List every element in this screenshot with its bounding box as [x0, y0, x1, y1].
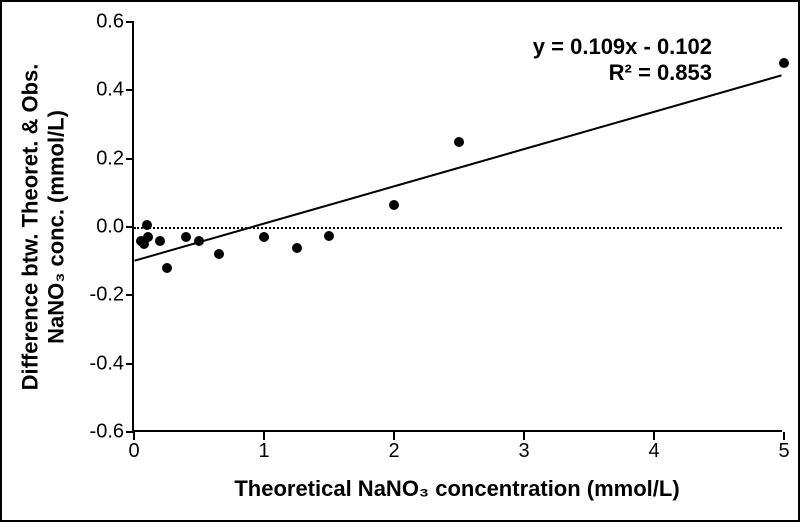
y-tick-label: -0.4 — [90, 352, 124, 375]
data-point — [389, 200, 399, 210]
x-tick-label: 4 — [648, 440, 659, 463]
x-tick — [523, 432, 525, 440]
data-point — [162, 263, 172, 273]
x-tick — [393, 432, 395, 440]
data-point — [214, 249, 224, 259]
data-point — [143, 232, 153, 242]
x-tick — [783, 432, 785, 440]
y-tick — [126, 158, 134, 160]
y-tick-label: 0.4 — [96, 79, 124, 102]
y-tick — [126, 226, 134, 228]
data-point — [324, 231, 334, 241]
x-tick-label: 1 — [258, 440, 269, 463]
y-tick-label: -0.6 — [90, 421, 124, 444]
data-point — [779, 58, 789, 68]
x-tick-label: 5 — [778, 440, 789, 463]
y-axis-label: Difference btw. Theoret. & Obs. NaNO₃ co… — [18, 64, 71, 391]
data-point — [454, 137, 464, 147]
x-tick-label: 0 — [128, 440, 139, 463]
regression-equation: y = 0.109x - 0.102 R² = 0.853 — [533, 34, 712, 86]
r-squared-text: R² = 0.853 — [533, 60, 712, 86]
x-tick-label: 2 — [388, 440, 399, 463]
chart-frame: y = 0.109x - 0.102 R² = 0.853 -0.6 -0.4 -0… — [0, 0, 800, 522]
plot-area: y = 0.109x - 0.102 R² = 0.853 -0.6-0.4-0… — [132, 22, 782, 432]
y-tick-label: 0.2 — [96, 147, 124, 170]
data-point — [194, 236, 204, 246]
data-point — [155, 236, 165, 246]
y-tick — [126, 363, 134, 365]
x-tick — [263, 432, 265, 440]
data-point — [181, 232, 191, 242]
y-tick — [126, 89, 134, 91]
y-tick — [126, 294, 134, 296]
y-tick-label: -0.2 — [90, 284, 124, 307]
data-point — [142, 220, 152, 230]
x-tick — [653, 432, 655, 440]
y-tick — [126, 21, 134, 23]
x-tick-label: 3 — [518, 440, 529, 463]
data-point — [292, 243, 302, 253]
y-tick-label: 0.0 — [96, 216, 124, 239]
y-tick-label: 0.6 — [96, 11, 124, 34]
equation-text: y = 0.109x - 0.102 — [533, 34, 712, 60]
x-axis-label: Theoretical NaNO₃ concentration (mmol/L) — [234, 476, 679, 502]
data-point — [259, 232, 269, 242]
x-tick — [133, 432, 135, 440]
